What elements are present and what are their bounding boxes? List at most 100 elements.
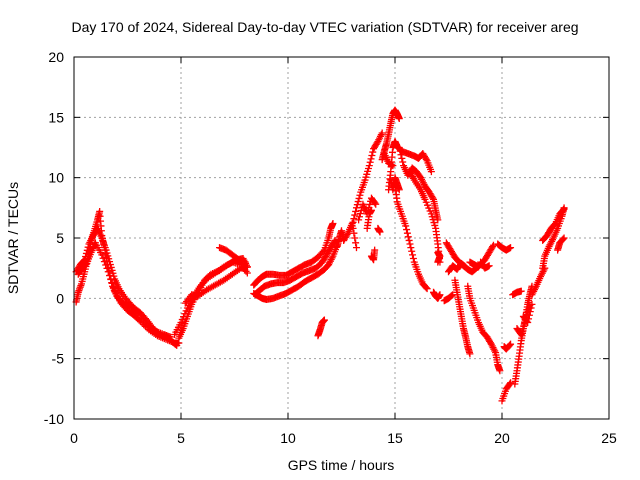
data-point-marker [506,341,514,349]
data-point-marker [367,155,375,163]
y-tick-label: 20 [48,49,64,65]
data-point-marker [368,151,376,159]
data-point-marker [367,206,375,214]
data-point-marker [243,263,251,271]
data-point-marker [397,151,405,159]
series-t33 [466,258,482,271]
data-point-marker [369,148,377,156]
data-point-marker [350,215,358,223]
data-point-marker [352,244,360,252]
data-point-marker [98,251,106,259]
data-point-marker [403,226,411,234]
series-t10 [250,241,341,304]
data-point-marker [489,243,497,251]
x-tick-label: 5 [177,430,185,446]
series-t17 [367,246,379,264]
y-tick-label: 5 [56,230,64,246]
data-point-marker [404,233,412,241]
data-point-marker [378,129,386,137]
series-t13 [340,220,360,252]
data-point-marker [408,247,416,255]
y-tick-label: 0 [56,290,64,306]
data-point-marker [100,258,108,266]
data-point-marker [108,279,116,287]
data-point-marker [507,340,515,348]
series-t44 [539,205,568,244]
data-points [72,106,568,405]
series-t7 [216,244,249,266]
data-point-marker [527,304,535,312]
y-tick-label: -5 [52,351,65,367]
data-point-marker [356,210,364,218]
series-t23 [391,180,431,293]
y-tick-label: 10 [48,170,64,186]
data-point-marker [348,222,356,230]
data-point-marker [351,234,359,242]
data-point-marker [524,318,532,326]
data-point-marker [395,115,403,123]
data-point-marker [82,249,90,257]
data-point-marker [372,200,380,208]
series-t27 [434,248,444,266]
data-point-marker [99,254,107,262]
series-t34 [477,258,493,272]
data-point-marker [422,155,430,163]
series-t36 [498,379,515,405]
data-point-marker [525,315,533,323]
data-point-marker [559,206,567,214]
series-t2 [72,224,174,341]
data-point-marker [407,244,415,252]
series-t6 [181,263,251,307]
data-point-marker [560,205,568,213]
data-point-marker [355,216,363,224]
data-point-marker [485,262,493,270]
y-tick-label: -10 [44,411,64,427]
series-t1 [72,207,181,349]
data-point-marker [399,158,407,166]
data-point-marker [422,284,430,292]
data-point-marker [371,199,379,207]
data-point-marker [448,291,456,299]
data-point-marker [354,198,362,206]
x-axis-label: GPS time / hours [288,457,395,473]
data-point-marker [526,308,534,316]
data-point-marker [371,246,379,254]
data-point-marker [525,311,533,319]
data-point-marker [403,229,411,237]
data-point-marker [356,191,364,199]
data-point-marker [103,264,111,272]
data-point-marker [320,316,328,324]
data-point-marker [559,235,567,243]
data-point-marker [405,236,413,244]
y-axis-label: SDTVAR / TECUs [5,182,21,294]
series-t21 [385,137,435,194]
chart-title: Day 170 of 2024, Sidereal Day-to-day VTE… [71,19,578,35]
series-t8 [250,220,337,289]
data-point-marker [102,261,110,269]
data-point-marker [109,283,117,291]
data-point-marker [560,234,568,242]
data-point-marker [352,239,360,247]
series-t42 [528,264,549,299]
series-t9 [252,236,339,298]
series-t28 [440,291,457,305]
data-point-marker [436,291,444,299]
data-point-marker [104,268,112,276]
data-point-marker [507,244,515,252]
data-point-marker [434,248,442,256]
data-point-marker [409,251,417,259]
data-point-marker [349,218,357,226]
data-point-marker [507,379,515,387]
data-point-marker [350,229,358,237]
data-point-marker [461,262,469,270]
series-t15 [355,194,380,224]
data-point-marker [496,367,504,375]
series-t20 [380,150,397,170]
series-t41 [519,300,536,326]
data-point-marker [398,154,406,162]
data-point-marker [329,220,337,228]
x-tick-label: 20 [494,430,510,446]
series-t11 [314,316,328,340]
series-t26 [430,288,444,302]
